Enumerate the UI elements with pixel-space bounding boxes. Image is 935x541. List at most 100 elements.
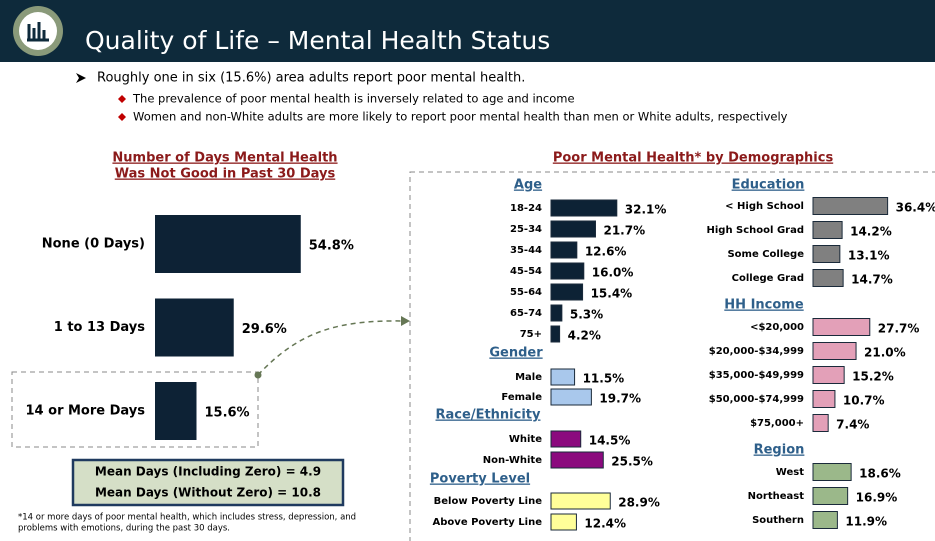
- value-label: 28.9%: [618, 496, 660, 510]
- category-label: High School Grad: [707, 225, 805, 236]
- bar: [550, 451, 604, 469]
- bar: [550, 325, 561, 343]
- mean-text: Mean Days (Including Zero) = 4.9: [95, 465, 321, 479]
- value-label: 25.5%: [611, 455, 653, 469]
- chart-title: Number of Days Mental Health: [112, 151, 337, 166]
- category-label: < High School: [725, 201, 804, 212]
- value-label: 13.1%: [848, 249, 890, 263]
- bullet-arrow: [76, 73, 86, 83]
- bullet-diamond: [118, 113, 126, 121]
- category-label: $50,000-$74,999: [709, 394, 804, 405]
- group-title: Region: [754, 443, 805, 458]
- value-label: 54.8%: [309, 239, 354, 254]
- category-label: Male: [515, 372, 542, 383]
- value-label: 29.6%: [242, 322, 287, 337]
- category-label: $35,000-$49,999: [709, 370, 804, 381]
- bar: [812, 414, 829, 432]
- logo-icon: [27, 22, 49, 42]
- connector-head: [401, 316, 410, 326]
- chart-title: Was Not Good in Past 30 Days: [115, 167, 336, 182]
- value-label: 21.0%: [864, 346, 906, 360]
- category-label: West: [776, 467, 804, 478]
- value-label: 5.3%: [570, 308, 603, 322]
- sub-bullet: Women and non-White adults are more like…: [133, 110, 788, 124]
- category-label: Some College: [727, 249, 804, 260]
- category-label: <$20,000: [750, 322, 804, 333]
- bar: [155, 215, 301, 273]
- value-label: 16.0%: [592, 266, 634, 280]
- value-label: 12.4%: [584, 517, 626, 531]
- value-label: 14.5%: [589, 434, 631, 448]
- bar: [812, 197, 889, 215]
- bar: [812, 221, 843, 239]
- bar: [812, 342, 857, 360]
- category-label: College Grad: [732, 273, 804, 284]
- value-label: 10.7%: [843, 394, 885, 408]
- page-title: Quality of Life – Mental Health Status: [85, 26, 550, 55]
- bar: [155, 382, 197, 440]
- bar: [812, 511, 838, 529]
- value-label: 12.6%: [585, 245, 627, 259]
- category-label: Below Poverty Line: [434, 496, 543, 507]
- bar: [550, 283, 584, 301]
- bar: [550, 513, 577, 531]
- bar: [812, 245, 841, 263]
- bar: [550, 199, 618, 217]
- category-label: 45-54: [510, 266, 542, 277]
- bullet: Roughly one in six (15.6%) area adults r…: [97, 71, 525, 86]
- bar: [550, 430, 582, 448]
- group-title: Gender: [489, 346, 543, 361]
- value-label: 11.5%: [583, 372, 625, 386]
- header-band: [0, 0, 935, 62]
- category-label: 55-64: [510, 287, 542, 298]
- value-label: 11.9%: [845, 515, 887, 529]
- category-label: Southern: [752, 515, 804, 526]
- value-label: 19.7%: [599, 392, 641, 406]
- category-label: None (0 Days): [42, 237, 145, 252]
- value-label: 15.4%: [591, 287, 633, 301]
- value-label: 36.4%: [896, 201, 935, 215]
- chart-title: Poor Mental Health* by Demographics: [553, 151, 834, 166]
- sub-bullet: The prevalence of poor mental health is …: [132, 92, 575, 106]
- category-label: 14 or More Days: [26, 404, 146, 419]
- group-title: HH Income: [724, 298, 804, 313]
- category-label: 1 to 13 Days: [54, 320, 145, 335]
- mean-text: Mean Days (Without Zero) = 10.8: [95, 486, 321, 500]
- category-label: 18-24: [510, 203, 542, 214]
- bar: [550, 262, 585, 280]
- bar: [550, 492, 611, 510]
- bar: [812, 487, 849, 505]
- value-label: 14.2%: [850, 225, 892, 239]
- value-label: 15.2%: [852, 370, 894, 384]
- footnote: *14 or more days of poor mental health, …: [18, 513, 356, 523]
- bullet-diamond: [118, 95, 126, 103]
- group-title: Race/Ethnicity: [436, 408, 541, 423]
- bar: [812, 318, 871, 336]
- connector-dot: [254, 371, 262, 379]
- bar: [812, 463, 852, 481]
- connector: [257, 320, 405, 376]
- value-label: 27.7%: [878, 322, 920, 336]
- category-label: 25-34: [510, 224, 542, 235]
- value-label: 15.6%: [204, 406, 249, 421]
- group-title: Education: [732, 178, 805, 193]
- value-label: 32.1%: [625, 203, 667, 217]
- group-title: Poverty Level: [430, 472, 530, 487]
- category-label: Female: [501, 392, 542, 403]
- bar: [550, 241, 578, 259]
- mean-box: [71, 458, 345, 507]
- value-label: 16.9%: [856, 491, 898, 505]
- category-label: $75,000+: [750, 418, 804, 429]
- value-label: 7.4%: [836, 418, 869, 432]
- category-label: White: [509, 434, 542, 445]
- category-label: $20,000-$34,999: [709, 346, 804, 357]
- bar: [812, 366, 845, 384]
- bar: [550, 368, 576, 386]
- category-label: Above Poverty Line: [433, 517, 543, 528]
- category-label: 65-74: [510, 308, 542, 319]
- footnote: problems with emotions, during the past …: [18, 524, 230, 534]
- category-label: 35-44: [510, 245, 542, 256]
- value-label: 21.7%: [603, 224, 645, 238]
- bar: [812, 269, 844, 287]
